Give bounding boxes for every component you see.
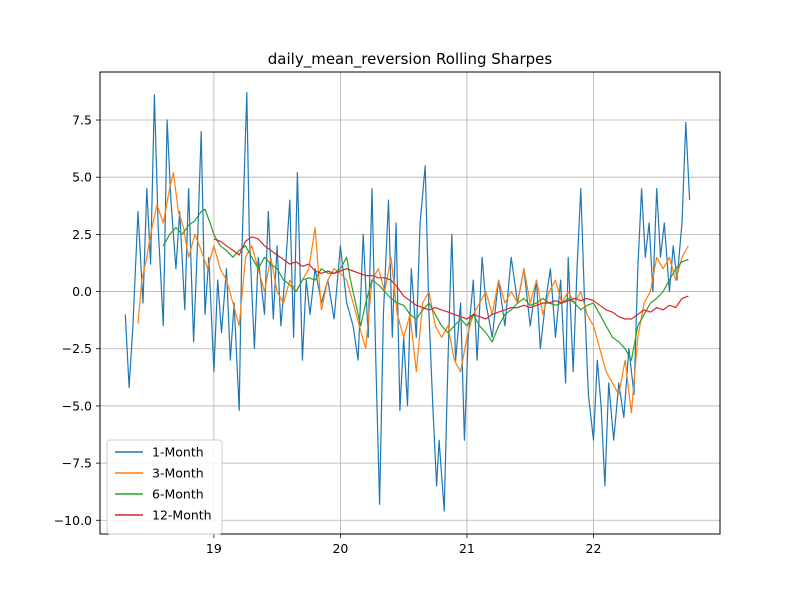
y-tick-label: 2.5 [72, 227, 92, 242]
legend-label-1-month: 1-Month [152, 445, 204, 460]
series-lines [124, 92, 691, 512]
x-tick-label: 20 [332, 541, 348, 556]
x-axis: 19 20 21 22 [206, 534, 601, 556]
legend-label-12-month: 12-Month [152, 508, 212, 523]
legend-label-3-month: 3-Month [152, 466, 204, 481]
x-tick-label: 19 [206, 541, 222, 556]
chart-title: daily_mean_reversion Rolling Sharpes [268, 50, 553, 69]
y-tick-label: −5.0 [62, 398, 92, 413]
y-tick-label: −10.0 [54, 513, 92, 528]
grid-lines [100, 72, 720, 534]
series-line-12-month [213, 236, 689, 320]
y-tick-label: 0.0 [72, 284, 92, 299]
x-tick-label: 22 [586, 541, 602, 556]
legend: 1-Month 3-Month 6-Month 12-Month [106, 439, 223, 535]
y-tick-label: −2.5 [62, 341, 92, 356]
y-tick-label: −7.5 [62, 456, 92, 471]
series-line-1-month [124, 92, 691, 512]
y-axis: −10.0 −7.5 −5.0 −2.5 0.0 2.5 5.0 7.5 [54, 113, 100, 528]
series-line-6-month [162, 208, 689, 361]
y-tick-label: 7.5 [72, 113, 92, 128]
x-tick-label: 21 [459, 541, 475, 556]
y-tick-label: 5.0 [72, 170, 92, 185]
legend-label-6-month: 6-Month [152, 487, 204, 502]
series-line-3-month [137, 172, 689, 414]
plot-frame [99, 71, 721, 535]
legend-box [106, 439, 223, 535]
